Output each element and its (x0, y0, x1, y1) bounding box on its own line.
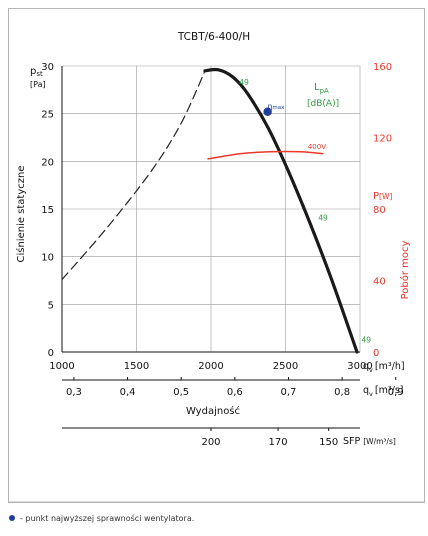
x-top-tick-label: 1500 (124, 361, 149, 372)
sfp-label: SFP (343, 436, 360, 447)
y-left-unit: [Pa] (30, 80, 46, 89)
annotation-label: 49 (318, 213, 328, 222)
y-left-tick-label: 30 (41, 62, 54, 73)
y-right-symbol-group: P[W] (373, 191, 392, 202)
x-eff-label-sub: v (369, 390, 373, 398)
annotation-text: 49 (318, 213, 328, 222)
x-eff-tick-label: 0,8 (334, 387, 350, 398)
legend-symbol-sub: pA (320, 87, 329, 95)
x-eff-tick-label: 0,7 (281, 387, 297, 398)
x-eff-tick-label: 0,3 (66, 387, 82, 398)
sfp-tick-label: 150 (319, 437, 338, 448)
svg-text:pst: pst (30, 66, 43, 78)
chart-title: TCBT/6-400/H (177, 31, 250, 43)
y-right-tick-label: 40 (373, 277, 386, 288)
x-eff-tick-label: 0,6 (227, 387, 243, 398)
legend-unit: [dB(A)] (307, 99, 339, 109)
series-line-pressure-unstable (61, 70, 206, 281)
x-eff-tick-label: 0,9 (388, 387, 404, 398)
x-top-label: q (363, 361, 369, 372)
x-top-tick-label: 3000 (347, 361, 372, 372)
y-right-tick-label: 160 (373, 62, 392, 73)
x-eff-tick-label: 0,5 (173, 387, 189, 398)
x-eff-label-group: qv [m³/s] (363, 385, 404, 398)
series-line-power (207, 150, 324, 160)
y-right-tick-label: 80 (373, 205, 386, 216)
x-eff-label: q (363, 385, 369, 396)
annotation-label: ηmax (268, 102, 285, 111)
sfp-tick-label: 170 (269, 437, 288, 448)
series-layer: 400V 49 49 49 ηmax (61, 67, 371, 354)
y-left-tick-label: 0 (48, 348, 54, 359)
annotation-text: 49 (239, 78, 249, 87)
x-top-label-sub: v (369, 366, 373, 374)
footnote-text: - punkt najwyższej sprawności wentylator… (20, 513, 194, 523)
legend: LpA [dB(A)] (307, 82, 339, 109)
footnote-marker (9, 515, 15, 521)
y-left-symbol-sub: st (36, 70, 43, 78)
annotation-text: η (268, 102, 273, 111)
y-left-symbol-main: p (30, 66, 36, 77)
x-eff-unit: [m³/s] (375, 385, 404, 396)
x-eff-caption: Wydajność (186, 405, 240, 417)
annotation-text: 49 (361, 335, 371, 344)
sfp-tick-label: 200 (201, 437, 220, 448)
annotation-label: 49 (361, 335, 371, 344)
y-right-label: Pobór mocy (399, 241, 411, 300)
x-top-tick-label: 2500 (273, 361, 298, 372)
x-top-tick-label: 2000 (198, 361, 223, 372)
power-series-label: 400V (308, 143, 326, 151)
y-right-unit: [W] (379, 192, 392, 201)
y-left-tick-label: 5 (48, 300, 54, 311)
max-efficiency-point (263, 107, 272, 116)
x-top-tick-label: 1000 (49, 361, 74, 372)
y-left-tick-label: 20 (41, 157, 54, 168)
y-left-symbol: pst [Pa] (30, 66, 46, 89)
y-left-tick-label: 15 (41, 205, 54, 216)
y-left-tick-label: 25 (41, 110, 54, 121)
grid (61, 65, 361, 353)
annotation-label: 49 (239, 78, 249, 87)
sfp-unit: [W/m³/s] (363, 437, 396, 446)
sfp-label-group: SFP [W/m³/s] (343, 436, 396, 447)
y-left-tick-label: 10 (41, 253, 54, 264)
y-right-tick-label: 0 (373, 348, 379, 359)
x-top-label-group: qv [m³/h] (363, 361, 405, 374)
x-eff-tick-label: 0,4 (120, 387, 136, 398)
y-right-tick-label: 120 (373, 134, 392, 145)
y-left-label: Ciśnienie statyczne (15, 165, 27, 262)
x-top-unit: [m³/h] (375, 361, 405, 372)
svg-text:LpA: LpA (314, 82, 329, 95)
y-right-symbol: P (373, 191, 379, 202)
annotation-sub: max (272, 105, 285, 111)
series-line-pressure (203, 67, 359, 354)
legend-symbol: L (314, 82, 320, 93)
